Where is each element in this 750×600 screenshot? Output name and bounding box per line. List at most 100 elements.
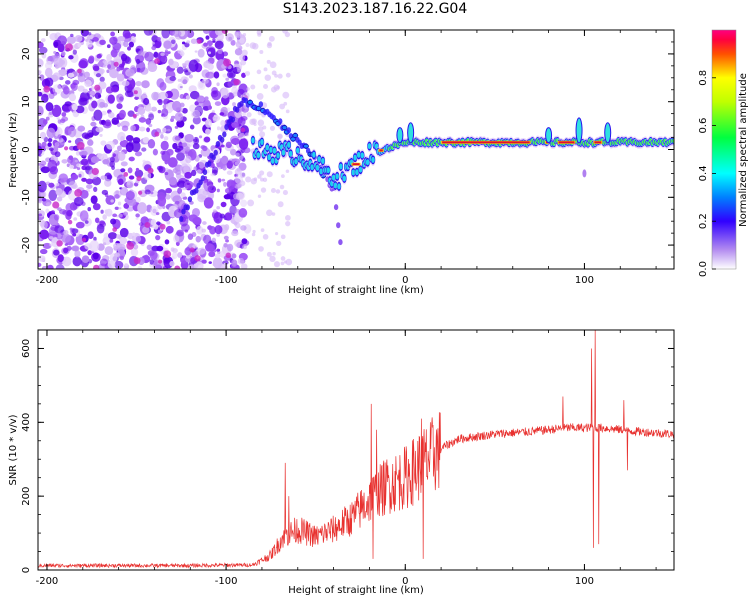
noise-blob <box>38 200 42 204</box>
noise-blob <box>143 171 152 181</box>
spectrogram-y-tick-label: -20 <box>21 237 32 253</box>
noise-blob <box>176 152 185 161</box>
carrier-mid <box>272 147 277 154</box>
noise-blob <box>137 265 143 269</box>
noise-blob <box>142 159 146 163</box>
carrier-mid <box>342 175 347 182</box>
noise-blob <box>87 139 94 146</box>
noise-blob <box>99 133 103 137</box>
carrier-mid <box>281 149 286 156</box>
snr-y-tick-label: 600 <box>21 339 32 358</box>
noise-blob <box>90 156 100 164</box>
noise-blob <box>68 140 72 143</box>
noise-blob <box>135 196 141 203</box>
noise-blob <box>244 71 251 76</box>
noise-speckle <box>133 90 138 95</box>
noise-blob <box>211 237 217 244</box>
carrier-bump <box>575 117 583 144</box>
noise-speckle <box>64 146 69 151</box>
noise-blob <box>238 208 248 218</box>
noise-blob <box>174 135 181 141</box>
noise-blob <box>225 77 230 81</box>
noise-blob <box>220 144 225 148</box>
noise-blob <box>169 260 175 267</box>
noise-speckle <box>221 30 229 34</box>
noise-blob <box>150 191 154 195</box>
noise-blob <box>211 90 222 101</box>
noise-blob <box>175 241 180 247</box>
snr-y-tick-label: 0 <box>21 567 32 573</box>
noise-blob <box>48 189 58 202</box>
noise-blob <box>224 212 233 221</box>
diagonal-streak-blob <box>333 204 339 211</box>
noise-blob <box>48 147 54 151</box>
noise-blob <box>75 150 80 156</box>
noise-blob <box>54 151 61 158</box>
carrier-core-red <box>594 141 602 144</box>
noise-blob <box>82 88 88 94</box>
noise-blob <box>220 87 230 99</box>
noise-blob <box>170 115 176 119</box>
haze-blob <box>235 222 241 229</box>
noise-blob <box>128 156 135 162</box>
noise-blob <box>223 235 229 240</box>
noise-blob <box>45 208 50 214</box>
noise-blob <box>38 91 43 97</box>
noise-blob <box>144 189 151 195</box>
noise-blob <box>100 209 104 214</box>
noise-blob <box>106 174 113 180</box>
noise-blob <box>42 242 52 250</box>
noise-blob <box>231 259 238 267</box>
noise-blob <box>190 169 197 177</box>
haze-blob <box>283 260 287 264</box>
haze-blob <box>267 41 272 47</box>
noise-blob <box>164 239 170 245</box>
noise-blob <box>39 229 50 240</box>
haze-blob <box>285 258 293 266</box>
noise-blob <box>127 167 133 174</box>
haze-blob <box>240 263 248 269</box>
noise-blob <box>55 182 60 187</box>
haze-blob <box>257 194 262 198</box>
noise-blob <box>157 109 162 114</box>
carrier-core-red <box>558 141 575 144</box>
noise-blob <box>112 153 116 157</box>
noise-blob <box>214 225 223 235</box>
noise-blob <box>141 147 147 152</box>
haze-blob <box>251 118 257 125</box>
noise-blob <box>44 77 54 87</box>
noise-blob <box>53 51 57 54</box>
haze-blob <box>263 83 269 89</box>
noise-blob <box>48 182 55 188</box>
carrier-mid <box>358 166 363 173</box>
noise-blob <box>74 34 83 43</box>
noise-blob <box>208 261 212 265</box>
haze-blob <box>280 256 286 261</box>
snr-x-axis: -200 -100 0 100 <box>36 330 657 587</box>
noise-blob <box>107 260 116 269</box>
noise-blob <box>181 41 186 45</box>
diagonal-streak-blob <box>185 204 190 211</box>
noise-blob <box>57 254 64 263</box>
noise-blob <box>78 173 82 178</box>
haze-blob <box>246 87 250 91</box>
haze-blob <box>259 50 264 55</box>
colorbar-tick-label: 0.6 <box>698 118 709 134</box>
noise-speckle <box>194 255 201 262</box>
carrier-bump <box>604 122 612 144</box>
noise-blob <box>66 210 73 217</box>
noise-blob <box>147 139 156 149</box>
noise-blob <box>211 110 215 113</box>
noise-blob <box>166 148 174 156</box>
noise-blob <box>116 234 121 239</box>
noise-blob <box>151 106 157 112</box>
noise-blob <box>164 160 169 165</box>
noise-blob <box>182 107 188 114</box>
diagonal-streak-blob <box>198 179 203 186</box>
noise-blob <box>102 121 112 129</box>
noise-speckle <box>81 237 87 242</box>
noise-blob <box>147 63 158 73</box>
noise-blob <box>146 244 153 251</box>
snr-y-axis: 0 200 400 600 <box>21 329 674 573</box>
